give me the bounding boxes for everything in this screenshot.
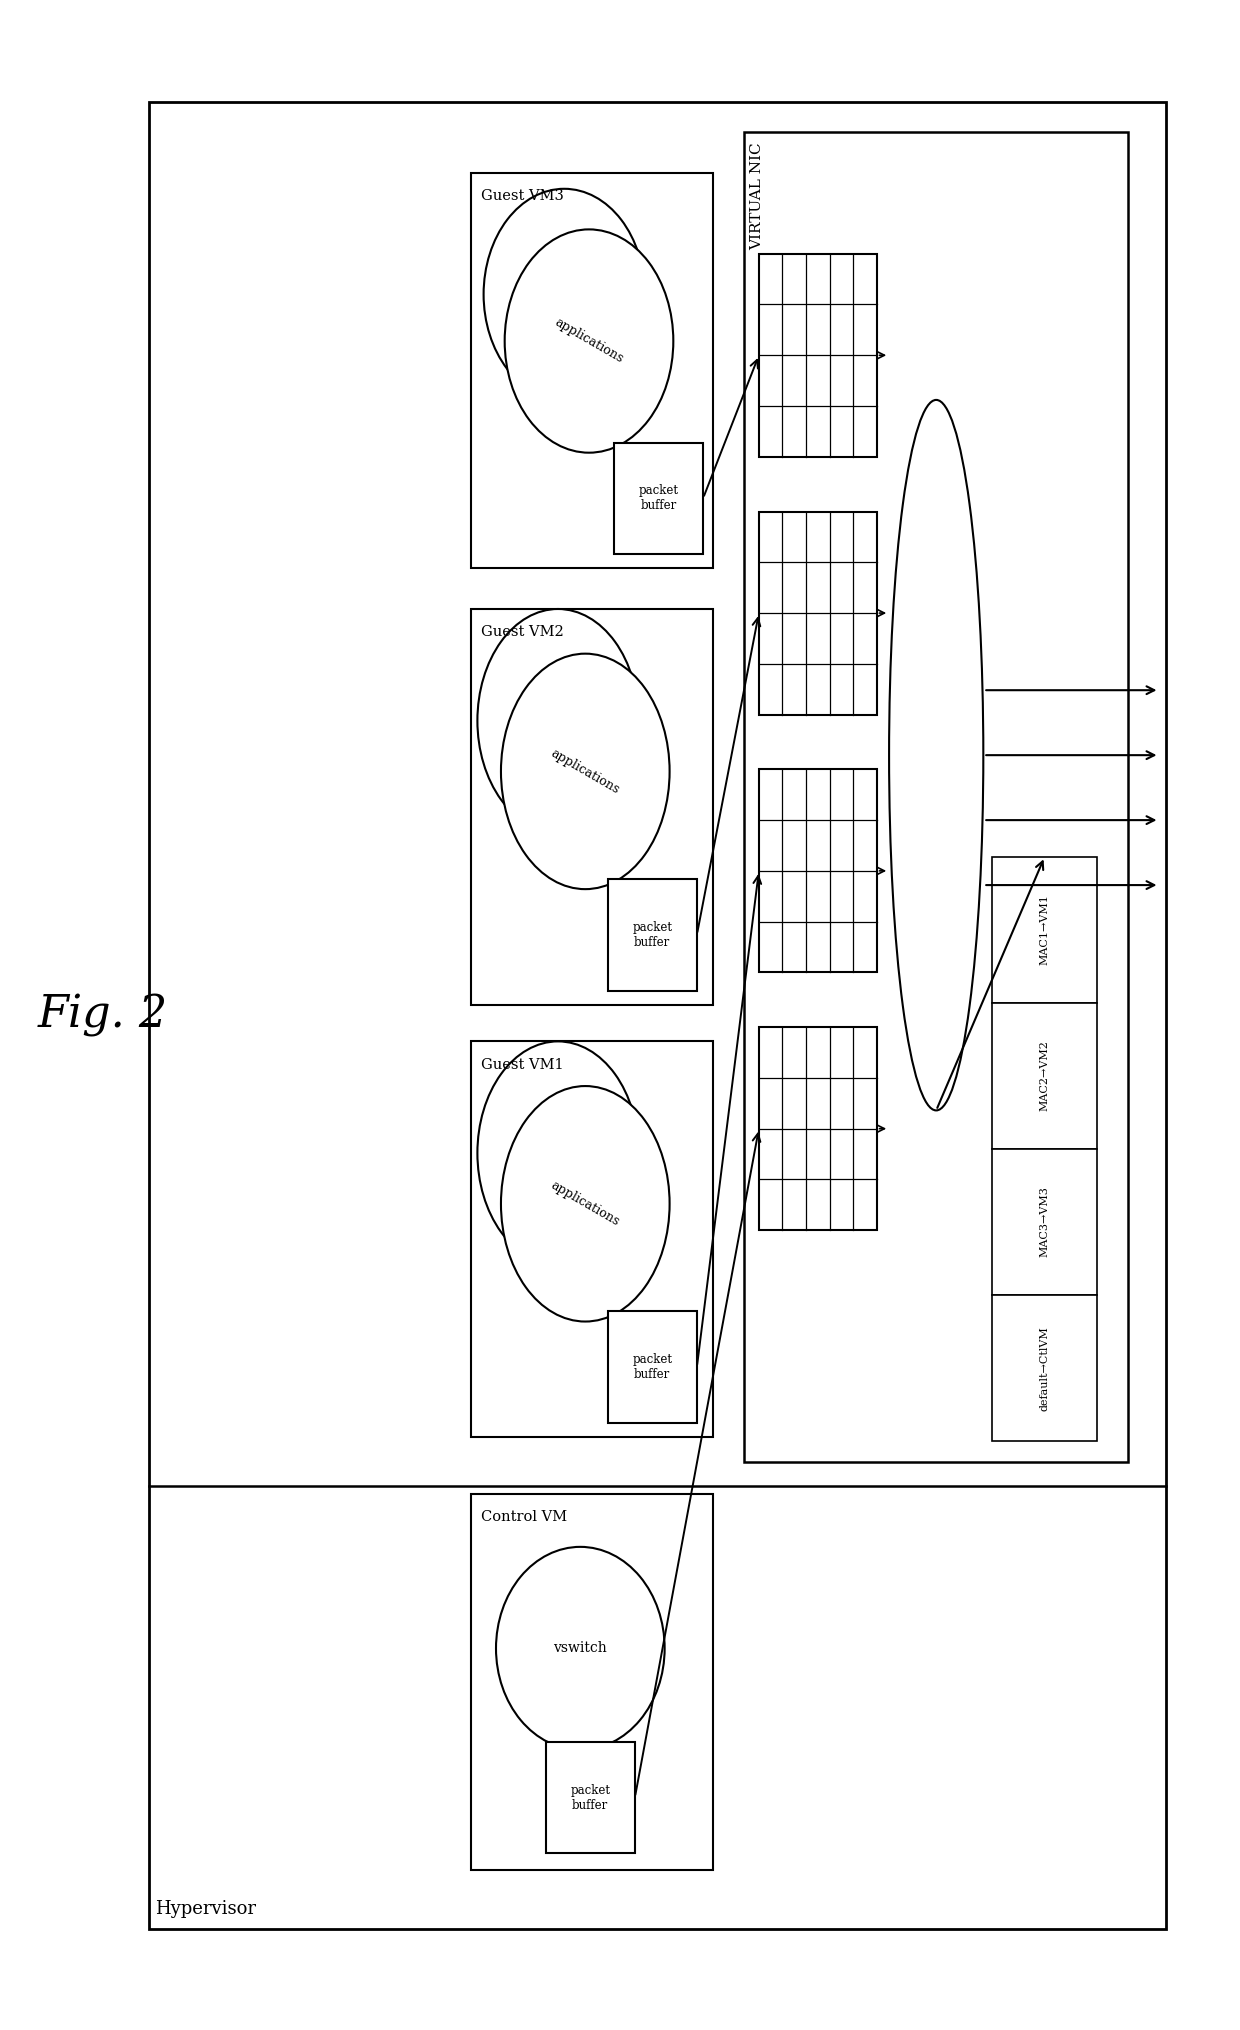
Ellipse shape [477, 609, 639, 832]
Ellipse shape [477, 1041, 639, 1265]
Text: Fig. 2: Fig. 2 [37, 993, 167, 1037]
Bar [759, 512, 877, 715]
Ellipse shape [889, 400, 983, 1110]
Text: packet
buffer: packet buffer [632, 1354, 672, 1380]
Text: MAC3→VM3: MAC3→VM3 [1039, 1188, 1050, 1257]
Ellipse shape [505, 229, 673, 453]
Bar [149, 102, 1166, 1928]
Text: VIRTUAL NIC: VIRTUAL NIC [750, 142, 764, 250]
Bar [471, 173, 713, 568]
Text: Hypervisor: Hypervisor [155, 1900, 255, 1918]
Bar [608, 1311, 697, 1423]
Bar [759, 1027, 877, 1230]
Text: vswitch: vswitch [553, 1642, 608, 1654]
Bar [992, 1149, 1097, 1295]
Bar [608, 879, 697, 991]
Bar [471, 609, 713, 1005]
Bar [471, 1494, 713, 1870]
Text: Guest VM2: Guest VM2 [481, 625, 564, 639]
Bar [546, 1742, 635, 1853]
Bar [759, 769, 877, 972]
Text: Guest VM1: Guest VM1 [481, 1058, 564, 1072]
Text: default→CtlVM: default→CtlVM [1039, 1326, 1050, 1411]
Bar [744, 132, 1128, 1462]
Bar [992, 1003, 1097, 1149]
Text: packet
buffer: packet buffer [639, 485, 678, 512]
Text: Guest VM3: Guest VM3 [481, 189, 564, 203]
Text: packet
buffer: packet buffer [632, 922, 672, 948]
Text: MAC1→VM1: MAC1→VM1 [1039, 895, 1050, 964]
Bar [992, 857, 1097, 1003]
Text: MAC2→VM2: MAC2→VM2 [1039, 1041, 1050, 1110]
Bar [992, 1295, 1097, 1441]
Text: applications: applications [548, 1179, 622, 1228]
Text: Control VM: Control VM [481, 1510, 567, 1525]
Ellipse shape [484, 189, 645, 400]
Text: applications: applications [552, 317, 626, 365]
Ellipse shape [501, 1086, 670, 1322]
Text: applications: applications [548, 747, 622, 796]
Bar [614, 443, 703, 554]
Bar [759, 254, 877, 457]
Text: packet
buffer: packet buffer [570, 1784, 610, 1811]
Bar [471, 1041, 713, 1437]
Ellipse shape [501, 654, 670, 889]
Ellipse shape [496, 1547, 665, 1750]
